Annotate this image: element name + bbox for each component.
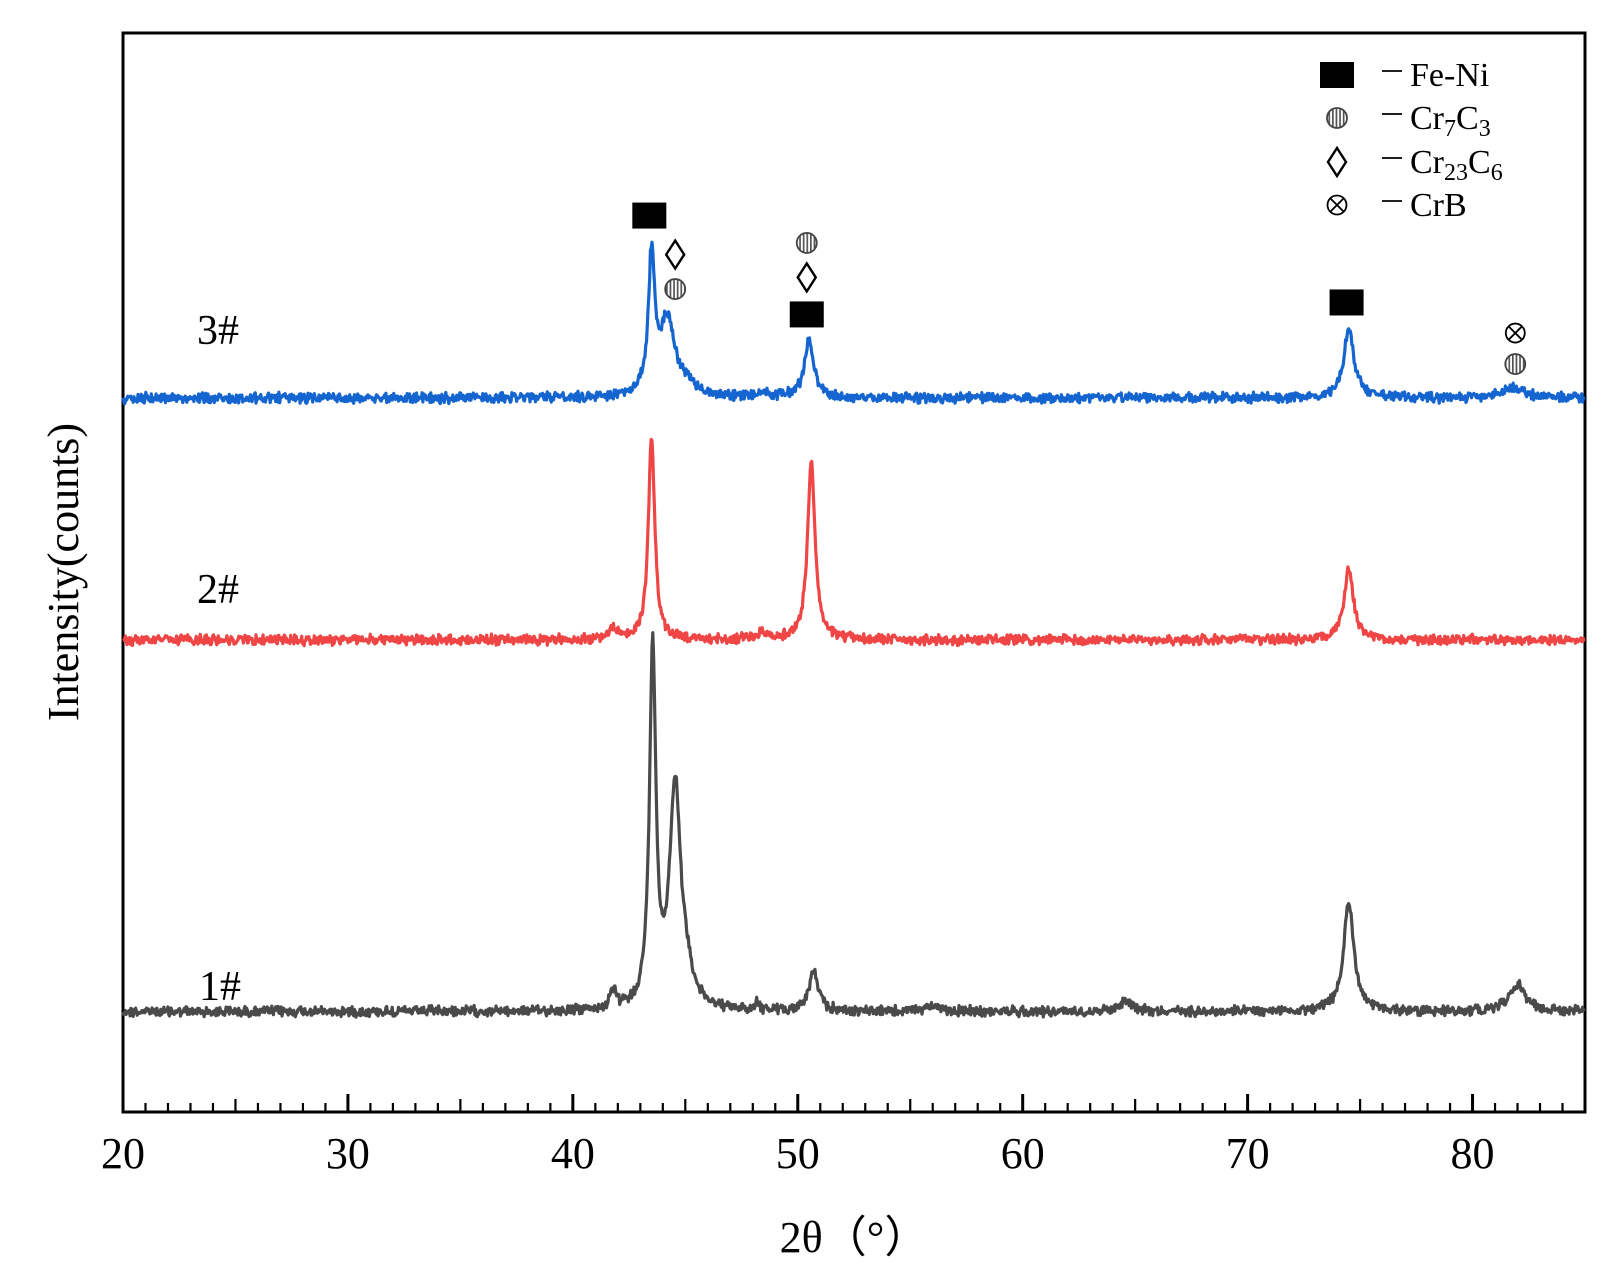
x-axis-ticks — [121, 1094, 1587, 1112]
sample-label-1: 1# — [199, 964, 241, 1010]
x-tick-label: 70 — [1226, 1129, 1270, 1178]
sample-labels: 1# 2# 3# — [197, 308, 241, 1010]
legend-label-cr7c3: Cr7C3 — [1410, 100, 1491, 142]
legend-label-crb: CrB — [1410, 187, 1467, 224]
legend-label-cr23c6: Cr23C6 — [1410, 144, 1503, 186]
plot-frame — [121, 31, 1587, 1114]
sample-label-3: 3# — [197, 308, 239, 354]
x-tick-label: 50 — [776, 1129, 820, 1178]
x-axis-tick-labels: 20 30 40 50 60 70 80 — [101, 1129, 1495, 1178]
series-line-1 — [121, 631, 1586, 1019]
x-tick-label: 20 — [101, 1129, 145, 1178]
cr7c3-striped-circle-icon — [1326, 107, 1348, 129]
cr7c3-striped-circle-icon — [664, 278, 687, 300]
crb-cross-stroke — [1508, 325, 1523, 341]
x-axis-title: 2θ（°） — [780, 1213, 929, 1262]
x-tick-label: 40 — [551, 1129, 595, 1178]
legend-label-fe-ni: Fe-Ni — [1410, 57, 1489, 94]
peak-markers — [632, 202, 1527, 375]
y-axis-title: Intensity(counts) — [39, 423, 88, 721]
cr7c3-striped-circle-icon — [795, 232, 818, 254]
fe-ni-square-icon — [1320, 62, 1354, 88]
fe-ni-square-icon — [1329, 289, 1364, 316]
fe-ni-square-icon — [789, 301, 824, 328]
x-tick-label: 60 — [1001, 1129, 1045, 1178]
crb-cross-stroke — [1329, 197, 1345, 213]
series-group — [121, 240, 1586, 1019]
series-line-2 — [122, 437, 1586, 648]
cr23c6-diamond-icon — [1326, 145, 1348, 179]
x-tick-label: 30 — [326, 1129, 370, 1178]
series-line-3 — [121, 240, 1586, 406]
x-tick-label: 80 — [1451, 1129, 1495, 1178]
fe-ni-square-icon — [632, 202, 667, 229]
cr7c3-striped-circle-icon — [1504, 353, 1527, 375]
cr23c6-diamond-icon — [796, 261, 818, 294]
cr23c6-diamond-icon — [664, 238, 686, 271]
sample-label-2: 2# — [197, 567, 239, 613]
